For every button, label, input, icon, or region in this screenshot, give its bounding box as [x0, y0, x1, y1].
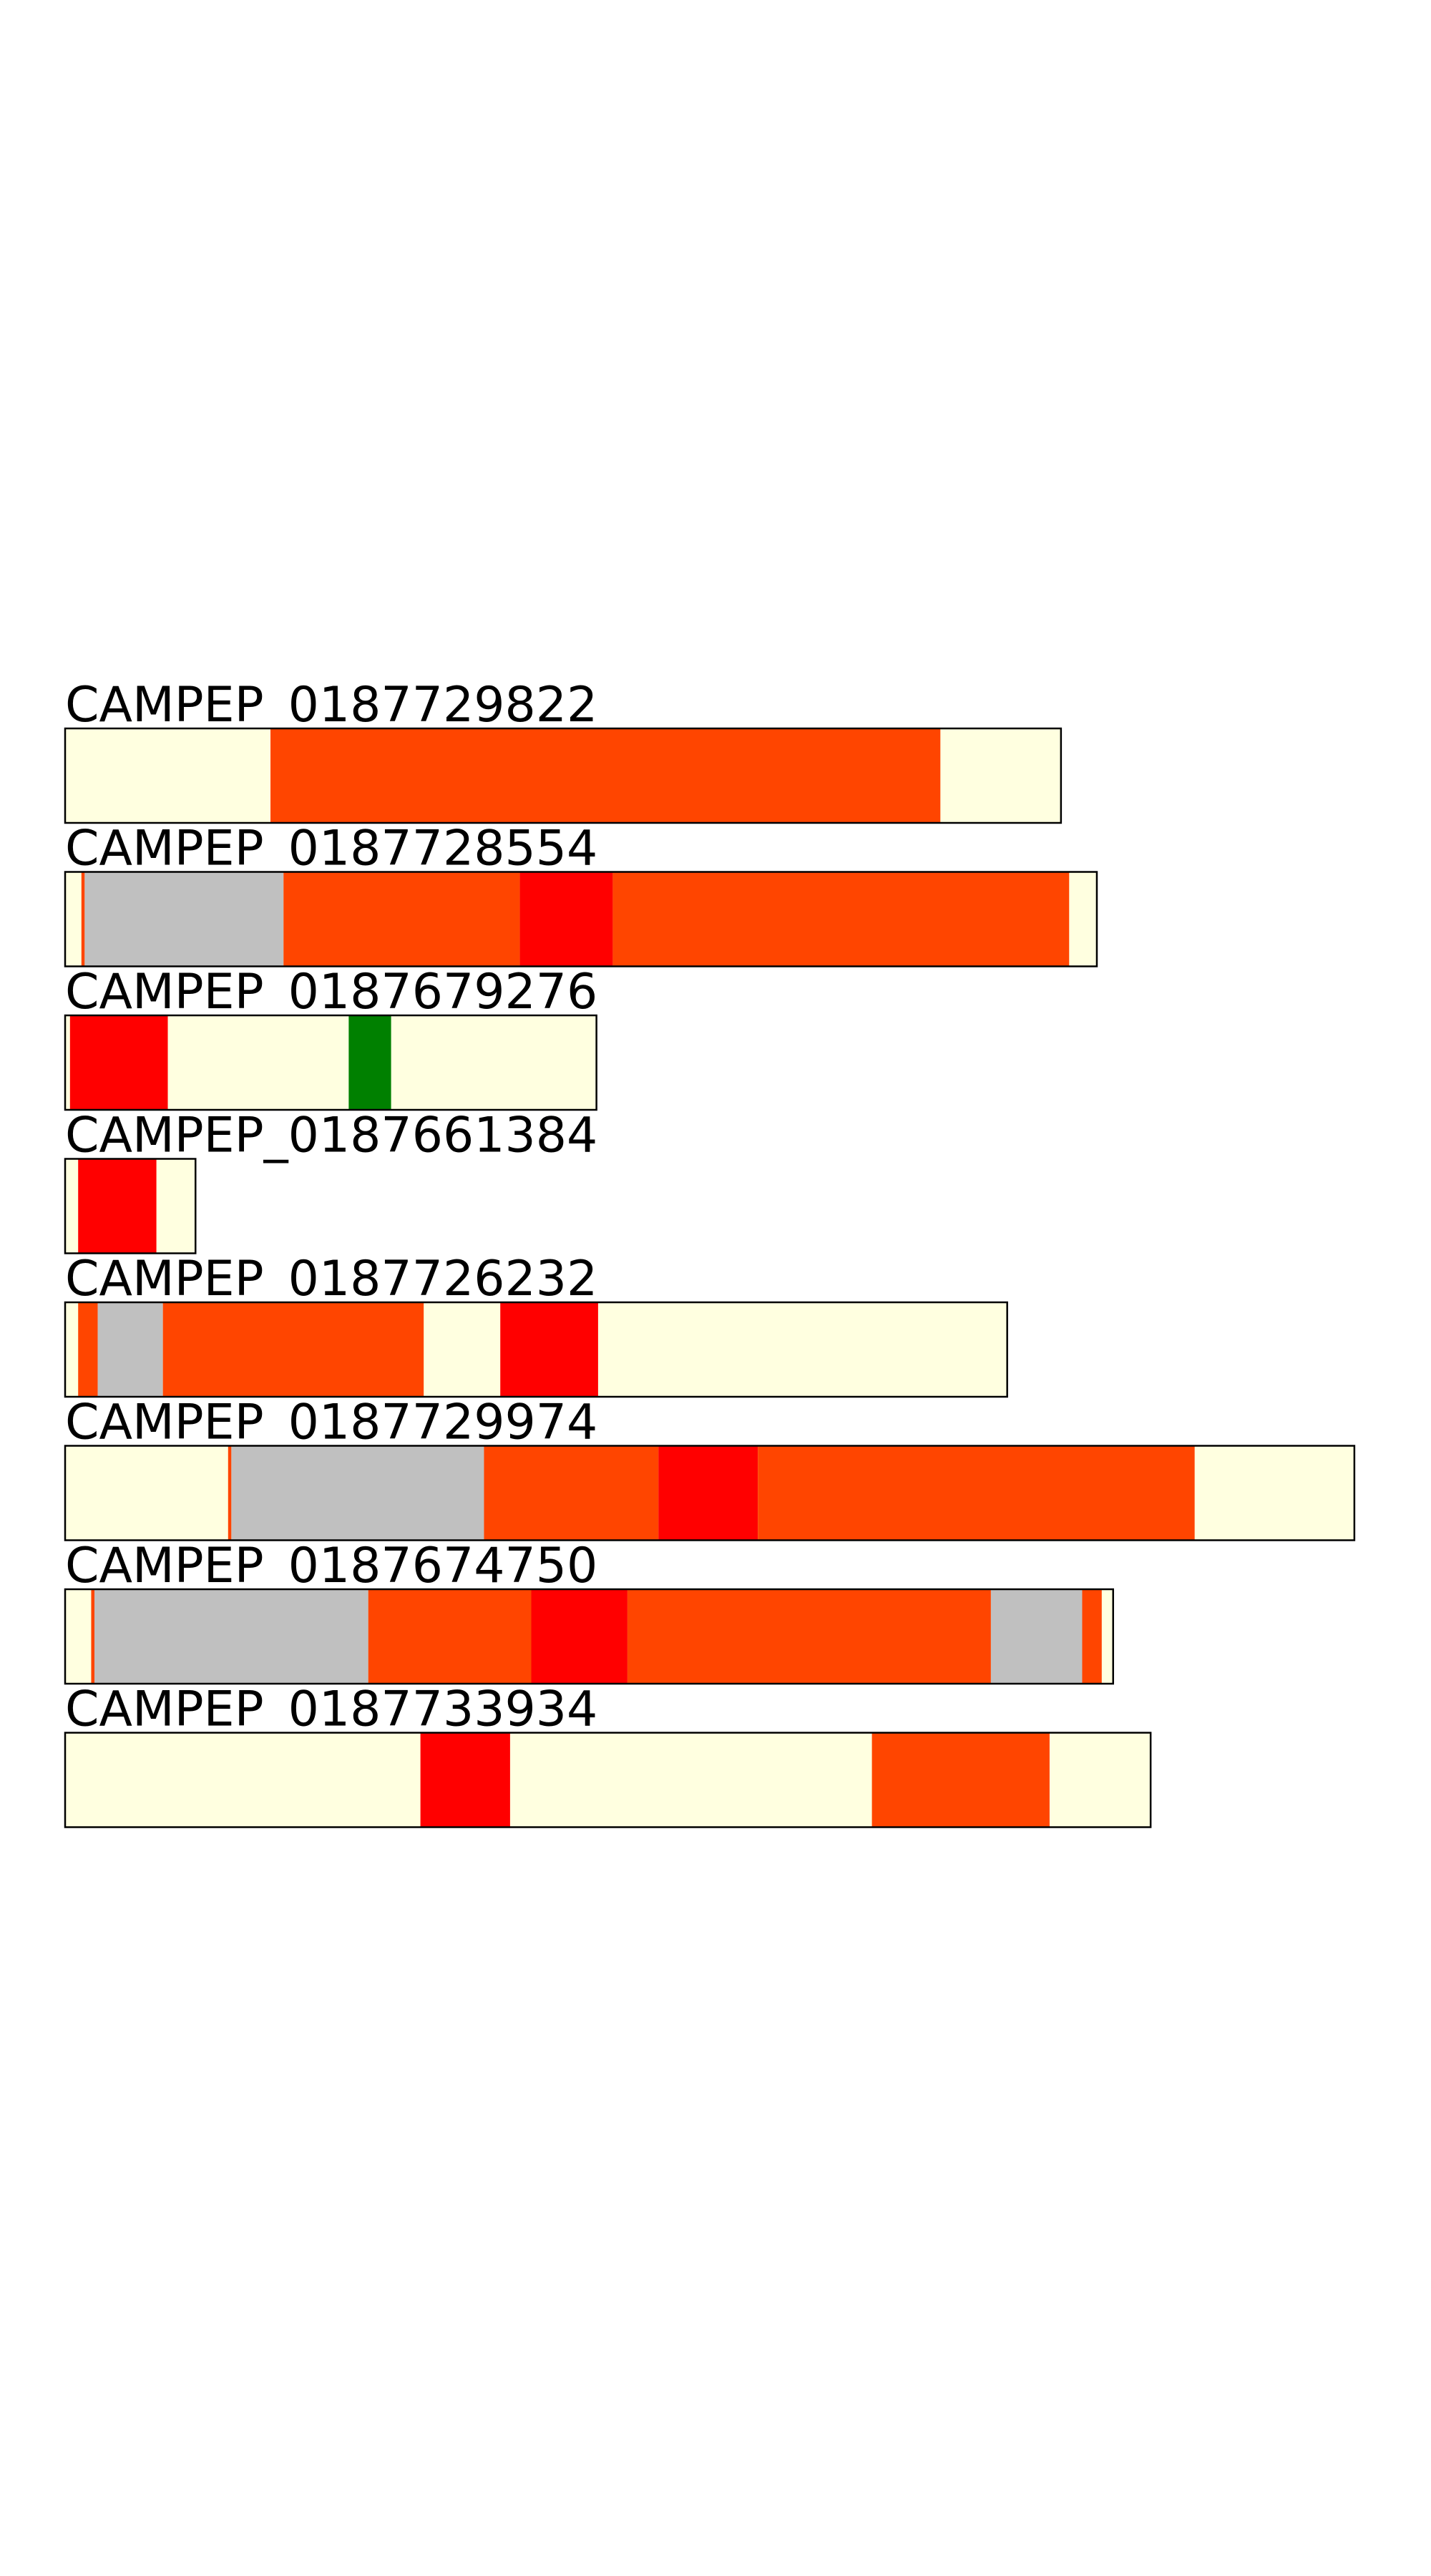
domain-segment: [231, 1445, 484, 1541]
domain-segment: [484, 1445, 659, 1541]
domain-segment: [1082, 1589, 1102, 1684]
domain-segment: [612, 872, 1070, 967]
domain-segment: [658, 1445, 758, 1541]
protein-outline: [64, 1158, 197, 1254]
domain-segment: [81, 872, 85, 967]
protein-name: CAMPEP_0187674750: [65, 1538, 597, 1594]
domain-segment: [420, 1732, 510, 1828]
protein-outline: [64, 1014, 597, 1111]
domain-segment: [871, 1732, 1050, 1828]
protein-outline: [64, 1301, 1008, 1398]
domain-segment: [990, 1589, 1083, 1684]
domain-segment: [283, 872, 520, 967]
domain-segment: [348, 1015, 391, 1110]
domain-segment: [91, 1589, 95, 1684]
domain-segment: [627, 1589, 991, 1684]
protein-outline: [64, 871, 1098, 967]
domain-segment: [368, 1589, 532, 1684]
protein-outline: [64, 1588, 1115, 1685]
protein-name: CAMPEP_0187733934: [65, 1682, 597, 1738]
protein-name: CAMPEP_0187679276: [65, 964, 597, 1020]
domain-segment: [758, 1445, 1195, 1541]
domain-segment: [162, 1302, 424, 1397]
domain-segment: [270, 728, 941, 823]
domain-segment: [228, 1445, 232, 1541]
domain-segment: [500, 1302, 598, 1397]
domain-segment: [84, 872, 284, 967]
protein-name: CAMPEP_0187661384: [65, 1108, 597, 1164]
protein-outline: [64, 1445, 1356, 1541]
domain-segment: [78, 1158, 157, 1254]
protein-outline: [64, 1732, 1152, 1828]
domain-segment: [78, 1302, 98, 1397]
domain-segment: [519, 872, 613, 967]
domain-segment: [69, 1015, 168, 1110]
domain-segment: [94, 1589, 368, 1684]
protein-name: CAMPEP_0187729974: [65, 1395, 597, 1451]
protein-name: CAMPEP_0187728554: [65, 821, 597, 877]
domain-segment: [97, 1302, 163, 1397]
domain-segment: [531, 1589, 627, 1684]
protein-name: CAMPEP_0187729822: [65, 677, 597, 733]
protein-outline: [64, 727, 1063, 824]
protein-name: CAMPEP_0187726232: [65, 1251, 597, 1307]
